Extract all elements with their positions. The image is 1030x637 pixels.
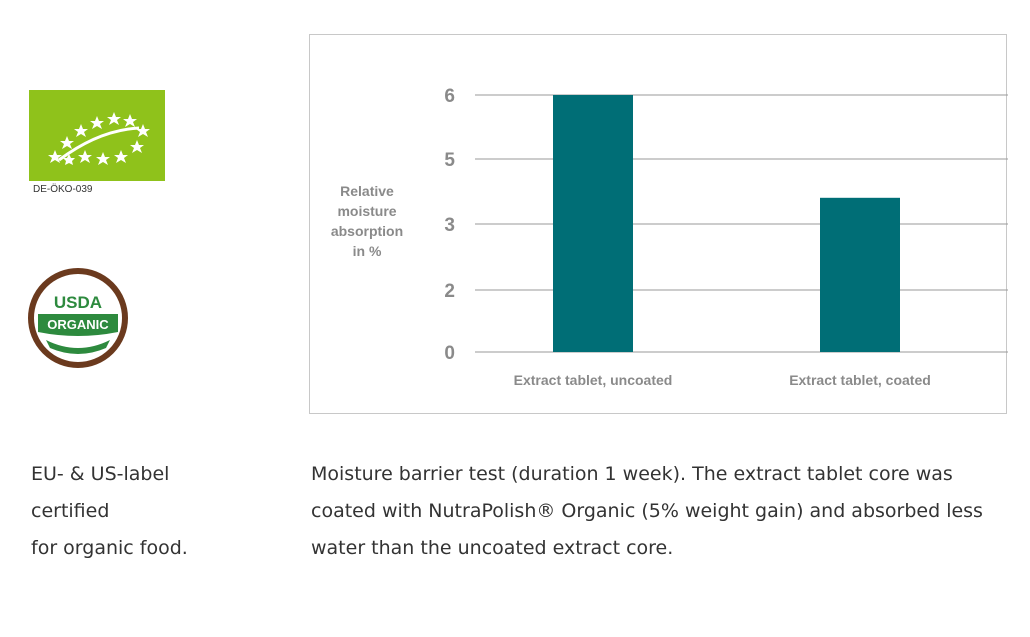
- usda-bottom-text: ORGANIC: [47, 317, 109, 332]
- y-axis-label: Relative moisture absorption in %: [330, 183, 404, 259]
- y-tick-label: 2: [444, 281, 455, 302]
- usda-field-stripes: [46, 340, 110, 354]
- eu-certification-code: DE-ÖKO-039: [33, 184, 93, 195]
- y-tick-label: 3: [444, 215, 455, 236]
- y-tick-label: 6: [444, 86, 455, 107]
- bar-chart: 0 2 3 5 6 Extract tablet, uncoated Extract tab…: [444, 86, 1008, 388]
- certification-caption: EU- & US-label certified for organic foo…: [31, 463, 188, 559]
- chart-caption: Moisture barrier test (duration 1 week).…: [311, 463, 983, 559]
- usda-top-text: USDA: [54, 293, 102, 312]
- eu-logo-leaf-stroke: [58, 126, 140, 162]
- bar: [820, 197, 900, 352]
- eu-organic-logo: [29, 90, 165, 181]
- usda-green-band: [38, 314, 118, 336]
- x-category-label: Extract tablet, uncoated: [514, 372, 673, 388]
- y-tick-label: 5: [444, 150, 455, 171]
- eu-logo-stars: [48, 112, 150, 165]
- bar: [553, 95, 633, 352]
- y-tick-label: 0: [444, 343, 455, 364]
- eu-logo-background: [29, 90, 165, 181]
- chart-panel: 0 2 3 5 6 Extract tablet, uncoated Extract tab…: [309, 34, 1008, 414]
- usda-organic-logo: USDA ORGANIC: [28, 268, 128, 368]
- x-category-label: Extract tablet, coated: [789, 372, 931, 388]
